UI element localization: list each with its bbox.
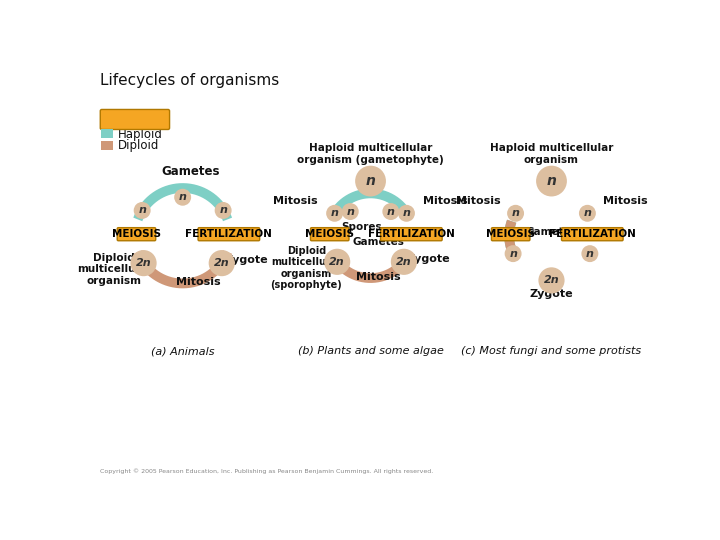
Text: n: n bbox=[509, 248, 517, 259]
Text: Mitosis: Mitosis bbox=[176, 277, 220, 287]
Text: n: n bbox=[402, 208, 410, 218]
Text: Diploid
multicellular
organism
(sporophyte): Diploid multicellular organism (sporophy… bbox=[271, 246, 342, 291]
Text: n: n bbox=[179, 192, 186, 202]
Text: FERTILIZATION: FERTILIZATION bbox=[368, 229, 455, 239]
Circle shape bbox=[324, 249, 350, 275]
Text: Gametes: Gametes bbox=[526, 227, 577, 237]
Text: MEIOSIS: MEIOSIS bbox=[112, 229, 161, 239]
Text: Haploid multicellular
organism: Haploid multicellular organism bbox=[490, 143, 613, 165]
Text: FERTILIZATION: FERTILIZATION bbox=[186, 229, 272, 239]
Text: FERTILIZATION: FERTILIZATION bbox=[549, 229, 636, 239]
Text: Copyright © 2005 Pearson Education, Inc. Publishing as Pearson Benjamin Cummings: Copyright © 2005 Pearson Education, Inc.… bbox=[99, 469, 433, 475]
Circle shape bbox=[582, 245, 598, 262]
Text: n: n bbox=[346, 207, 354, 217]
FancyBboxPatch shape bbox=[101, 141, 113, 150]
Circle shape bbox=[174, 189, 191, 206]
Circle shape bbox=[342, 203, 359, 220]
Circle shape bbox=[391, 249, 417, 275]
Text: n: n bbox=[366, 174, 375, 188]
Text: Zygote: Zygote bbox=[407, 254, 451, 264]
FancyBboxPatch shape bbox=[381, 228, 442, 241]
FancyBboxPatch shape bbox=[492, 228, 530, 241]
FancyBboxPatch shape bbox=[117, 228, 156, 241]
Circle shape bbox=[507, 205, 524, 222]
Circle shape bbox=[130, 250, 157, 276]
Circle shape bbox=[382, 203, 400, 220]
Text: Zygote: Zygote bbox=[530, 289, 573, 299]
Text: 2n: 2n bbox=[396, 257, 412, 267]
Circle shape bbox=[536, 166, 567, 197]
Circle shape bbox=[134, 202, 150, 219]
Text: Key: Key bbox=[121, 114, 147, 127]
Text: MEIOSIS: MEIOSIS bbox=[486, 229, 535, 239]
Text: Mitosis: Mitosis bbox=[603, 196, 647, 206]
Text: (b) Plants and some algae: (b) Plants and some algae bbox=[297, 346, 444, 356]
Circle shape bbox=[539, 267, 564, 294]
Text: Haploid multicellular
organism (gametophyte): Haploid multicellular organism (gametoph… bbox=[297, 143, 444, 165]
Circle shape bbox=[579, 205, 596, 222]
Text: MEIOSIS: MEIOSIS bbox=[305, 229, 354, 239]
Text: n: n bbox=[387, 207, 395, 217]
Text: Diploid
multicellular
organism: Diploid multicellular organism bbox=[77, 253, 151, 286]
Text: Gametes: Gametes bbox=[352, 237, 404, 247]
Text: (c) Most fungi and some protists: (c) Most fungi and some protists bbox=[462, 346, 642, 356]
Text: Diploid: Diploid bbox=[118, 139, 159, 152]
Text: Mitosis: Mitosis bbox=[423, 196, 468, 206]
FancyBboxPatch shape bbox=[100, 110, 170, 130]
Circle shape bbox=[355, 166, 386, 197]
FancyBboxPatch shape bbox=[101, 130, 113, 138]
Text: Gametes: Gametes bbox=[161, 165, 220, 178]
Text: Mitosis: Mitosis bbox=[273, 196, 318, 206]
Text: (a) Animals: (a) Animals bbox=[151, 346, 215, 356]
Text: Spores: Spores bbox=[341, 221, 382, 232]
Text: n: n bbox=[586, 248, 594, 259]
Text: Mitosis: Mitosis bbox=[456, 196, 500, 206]
FancyBboxPatch shape bbox=[198, 228, 260, 241]
Text: n: n bbox=[512, 208, 520, 218]
Text: n: n bbox=[219, 205, 227, 215]
Text: n: n bbox=[330, 208, 338, 218]
Circle shape bbox=[215, 202, 232, 219]
Circle shape bbox=[209, 250, 235, 276]
Circle shape bbox=[505, 245, 521, 262]
Text: Haploid: Haploid bbox=[118, 127, 163, 140]
Text: Mitosis: Mitosis bbox=[356, 272, 400, 281]
Text: n: n bbox=[583, 208, 591, 218]
Text: Lifecycles of organisms: Lifecycles of organisms bbox=[99, 72, 279, 87]
Text: n: n bbox=[546, 174, 557, 188]
Text: 2n: 2n bbox=[136, 258, 151, 268]
FancyBboxPatch shape bbox=[310, 228, 349, 241]
Circle shape bbox=[398, 205, 415, 222]
Text: Zygote: Zygote bbox=[225, 255, 269, 265]
Text: n: n bbox=[138, 205, 146, 215]
FancyBboxPatch shape bbox=[562, 228, 623, 241]
Text: 2n: 2n bbox=[214, 258, 230, 268]
Circle shape bbox=[326, 205, 343, 222]
Text: 2n: 2n bbox=[544, 275, 559, 286]
Text: 2n: 2n bbox=[329, 257, 345, 267]
